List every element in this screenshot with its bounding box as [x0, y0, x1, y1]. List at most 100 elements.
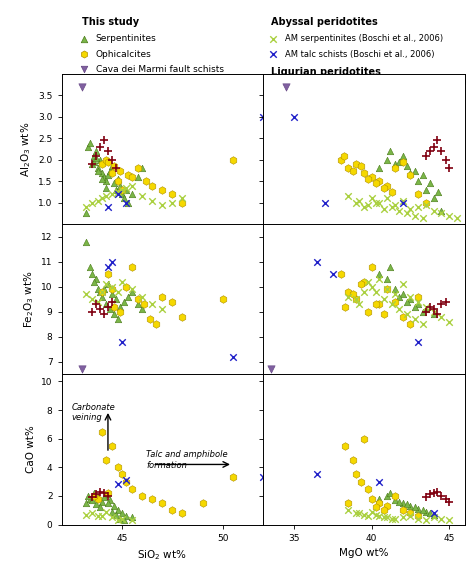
Point [414, 514, 422, 523]
Point [94, 512, 101, 521]
Point [94, 297, 101, 306]
Point [108, 257, 116, 266]
Point [102, 177, 109, 186]
Point [365, 484, 372, 494]
Point [100, 173, 108, 182]
Point [104, 262, 112, 271]
Point [110, 179, 118, 188]
Point [373, 510, 380, 519]
Point [106, 166, 114, 175]
Point [391, 491, 399, 500]
Point [375, 299, 383, 309]
Point [134, 299, 142, 309]
Point [108, 162, 116, 171]
Point [422, 198, 429, 207]
Point [120, 194, 128, 203]
Point [360, 510, 367, 519]
Point [122, 183, 130, 192]
Point [229, 352, 237, 362]
Text: Talc and amphibole
formation: Talc and amphibole formation [146, 450, 228, 470]
Point [96, 143, 104, 152]
Point [102, 456, 109, 465]
Point [419, 506, 427, 515]
Point [128, 190, 136, 199]
Point [128, 287, 136, 296]
Point [414, 512, 422, 521]
Point [110, 501, 118, 510]
Point [110, 302, 118, 311]
Point [118, 186, 126, 195]
Point [110, 310, 118, 319]
Point [148, 494, 156, 503]
Point [430, 305, 438, 314]
Point [100, 136, 108, 145]
Point [375, 198, 383, 207]
Point [259, 473, 267, 482]
Point [158, 186, 166, 195]
Point [365, 200, 372, 209]
Point [407, 509, 414, 518]
Point [104, 170, 112, 179]
Point [383, 513, 391, 522]
Point [104, 270, 112, 279]
Point [345, 499, 352, 508]
Point [112, 510, 120, 519]
Point [108, 168, 116, 177]
Point [373, 198, 380, 207]
Point [427, 302, 434, 311]
Point [422, 200, 429, 209]
Point [414, 297, 422, 306]
Point [146, 315, 154, 324]
Point [380, 310, 388, 319]
Point [128, 262, 136, 271]
Y-axis label: CaO wt%: CaO wt% [26, 426, 36, 473]
Point [373, 503, 380, 512]
Point [438, 491, 445, 500]
Point [134, 295, 142, 304]
Point [128, 285, 136, 294]
Point [438, 207, 445, 216]
Point [108, 297, 116, 306]
Point [219, 295, 227, 304]
Y-axis label: Fe$_2$O$_3$ wt%: Fe$_2$O$_3$ wt% [22, 270, 36, 328]
Point [102, 280, 109, 289]
Text: Ligurian peridotites (Rampone et al., 2006): Ligurian peridotites (Rampone et al., 20… [285, 78, 467, 87]
Point [391, 496, 399, 505]
Point [108, 507, 116, 516]
Text: AM serpentinites (Boschi et al., 2006): AM serpentinites (Boschi et al., 2006) [285, 34, 443, 43]
Point [461, 0, 468, 8]
Point [169, 297, 176, 306]
Point [199, 499, 206, 508]
Point [391, 200, 399, 209]
Point [422, 305, 429, 314]
Point [386, 262, 394, 271]
Point [102, 155, 109, 164]
Point [337, 270, 344, 279]
Point [414, 292, 422, 301]
Point [82, 499, 90, 508]
Point [383, 501, 391, 510]
Point [430, 509, 438, 518]
Point [158, 499, 166, 508]
Point [422, 186, 429, 195]
Point [86, 262, 93, 271]
Point [414, 177, 422, 186]
Point [114, 287, 122, 296]
Point [102, 192, 109, 201]
Point [90, 488, 98, 497]
Point [403, 297, 411, 306]
Point [128, 181, 136, 190]
Point [438, 299, 445, 309]
Point [422, 493, 429, 502]
Point [88, 270, 96, 279]
Point [383, 285, 391, 294]
Point [92, 147, 100, 156]
Point [92, 151, 100, 160]
Point [368, 282, 375, 291]
Point [391, 290, 399, 299]
Point [90, 151, 98, 160]
Point [259, 112, 267, 121]
Point [82, 209, 90, 218]
Point [84, 143, 91, 152]
Point [391, 285, 399, 294]
